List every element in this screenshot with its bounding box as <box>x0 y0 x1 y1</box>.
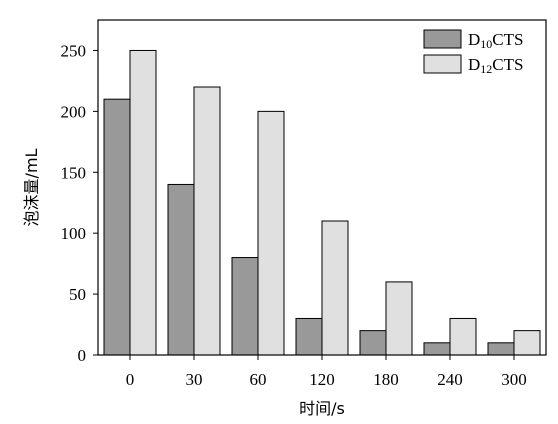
x-tick-label: 120 <box>309 370 335 389</box>
legend-swatch-D12CTS <box>423 54 462 74</box>
bars-layer <box>103 49 541 356</box>
bar-D12CTS-60 <box>257 110 285 356</box>
bar-D12CTS-30 <box>193 86 221 356</box>
bar-D10CTS-300 <box>487 342 515 356</box>
x-tick-label: 240 <box>437 370 463 389</box>
y-axis-label: 泡沫量/mL <box>22 148 41 226</box>
y-tick-label: 0 <box>78 346 87 365</box>
y-tick-label: 250 <box>61 41 87 60</box>
x-tick-label: 30 <box>186 370 203 389</box>
bar-D12CTS-240 <box>449 317 477 356</box>
legend-label-D12CTS: D12CTS <box>468 55 523 76</box>
bar-D10CTS-240 <box>423 342 451 356</box>
bar-D10CTS-120 <box>295 317 323 356</box>
x-tick-label: 60 <box>250 370 267 389</box>
y-tick-label: 50 <box>69 285 86 304</box>
bar-D12CTS-180 <box>385 281 413 356</box>
bar-D12CTS-300 <box>513 330 541 356</box>
y-tick-label: 100 <box>61 224 87 243</box>
x-axis-label: 时间/s <box>299 399 345 418</box>
legend-label-D10CTS: D10CTS <box>468 30 523 51</box>
legend-swatch-D10CTS <box>423 29 462 49</box>
bar-D10CTS-180 <box>359 330 387 356</box>
ticks-layer: 0 30 60 120 180 240 300 0 50 100 150 200 250 <box>61 41 527 389</box>
x-tick-label: 0 <box>126 370 135 389</box>
bar-D10CTS-0 <box>103 98 131 356</box>
bar-D12CTS-0 <box>129 49 157 356</box>
legend: D10CTS D12CTS <box>423 29 523 76</box>
bar-D10CTS-60 <box>231 257 259 356</box>
bar-D12CTS-120 <box>321 220 349 356</box>
y-tick-label: 200 <box>61 102 87 121</box>
x-tick-label: 180 <box>373 370 399 389</box>
x-tick-label: 300 <box>501 370 527 389</box>
bar-D10CTS-30 <box>167 183 195 356</box>
y-tick-label: 150 <box>61 163 87 182</box>
